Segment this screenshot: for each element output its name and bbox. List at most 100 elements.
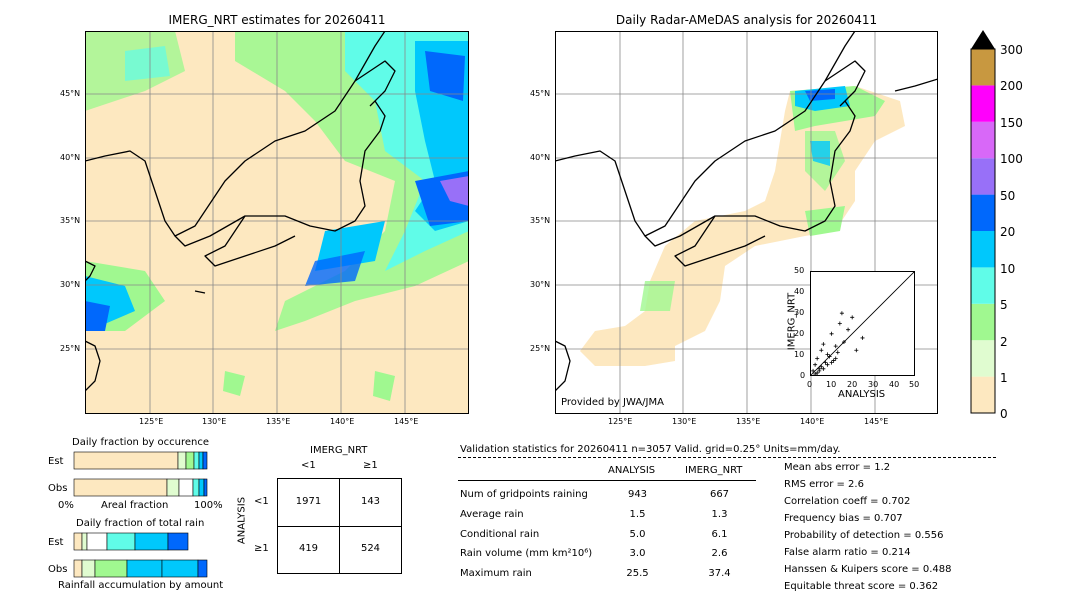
- scatter-point: [850, 315, 855, 320]
- scatter-point: [819, 348, 824, 353]
- identity-line: [811, 272, 914, 375]
- contingency-cell: 143: [360, 496, 381, 507]
- colorbar-segment: [971, 194, 995, 231]
- scatter-point: [829, 360, 834, 365]
- scatter-point: [821, 342, 826, 347]
- stats-row-imerg: 1.3: [711, 509, 728, 520]
- colorbar-label: 0: [1000, 407, 1008, 421]
- colorbar-segment: [971, 267, 995, 304]
- stats-table-divider: [458, 480, 756, 481]
- colorbar-label: 5: [1000, 298, 1008, 312]
- occurrence-bars: [73, 451, 208, 497]
- stats-row-label: Average rain: [460, 509, 524, 520]
- total-rain-bar-obs: [73, 559, 208, 578]
- left-map-title: IMERG_NRT estimates for 20260411: [168, 13, 386, 27]
- score-line: RMS error = 2.6: [784, 479, 864, 490]
- contingency-row-lt: <1: [254, 496, 269, 507]
- stats-row-imerg: 37.4: [708, 568, 731, 579]
- scatter-point: [819, 364, 824, 369]
- score-line: Frequency bias = 0.707: [784, 513, 903, 524]
- stats-row-label: Maximum rain: [460, 568, 532, 579]
- scatter-xtick: 0: [807, 380, 813, 389]
- colorbar-label: 10: [1000, 262, 1016, 276]
- scatter-point: [827, 354, 832, 359]
- scatter-xtick: 30: [868, 380, 879, 389]
- right-lat-label: 35°N: [530, 216, 551, 225]
- stats-row-imerg: 667: [709, 489, 730, 500]
- colorbar-label: 300: [1000, 43, 1023, 57]
- right-lat-label: 30°N: [530, 280, 551, 289]
- occurrence-row-est: Est: [48, 456, 64, 467]
- occurrence-x0: 0%: [58, 500, 74, 511]
- score-line: Hanssen & Kuipers score = 0.488: [784, 564, 952, 575]
- occurrence-bar-est: [73, 451, 208, 470]
- left-lat-label: 45°N: [60, 89, 81, 98]
- scatter-point: [825, 352, 830, 357]
- score-line: False alarm ratio = 0.214: [784, 547, 911, 558]
- contingency-cell: 524: [360, 543, 381, 554]
- scatter-xtick: 20: [847, 380, 858, 389]
- colorbar-label: 150: [1000, 116, 1023, 130]
- colorbar-label: 100: [1000, 152, 1023, 166]
- scatter-xtick: 50: [909, 380, 920, 389]
- scatter-point: [846, 327, 851, 332]
- scatter-point: [823, 360, 828, 365]
- colorbar-label: 200: [1000, 79, 1023, 93]
- left-lat-label: 35°N: [60, 216, 81, 225]
- scatter-point: [841, 340, 846, 345]
- colorbar-segment: [971, 158, 995, 195]
- left-lon-label: 145°E: [394, 417, 419, 426]
- occurrence-title: Daily fraction by occurence: [72, 437, 210, 448]
- stats-row-analysis: 3.0: [629, 548, 646, 559]
- score-line: Correlation coeff = 0.702: [784, 496, 911, 507]
- scatter-plot: [811, 272, 914, 375]
- left-lat-label: 30°N: [60, 280, 81, 289]
- stats-col-imerg: IMERG_NRT: [685, 465, 743, 476]
- left-lon-label: 135°E: [266, 417, 291, 426]
- stats-row-analysis: 943: [627, 489, 648, 500]
- right-lat-label: 45°N: [530, 89, 551, 98]
- scatter-ytick: 50: [794, 266, 805, 275]
- scatter-plot-frame: [810, 271, 915, 376]
- colorbar-label: 1: [1000, 371, 1008, 385]
- left-lon-label: 140°E: [330, 417, 355, 426]
- stats-header-divider: [458, 457, 996, 458]
- scatter-xlabel: ANALYSIS: [838, 389, 886, 400]
- stats-row-analysis: 25.5: [626, 568, 649, 579]
- scatter-point: [811, 368, 816, 373]
- contingency-table: 1971 143 419 524: [277, 478, 402, 574]
- colorbar-label: 2: [1000, 335, 1008, 349]
- scatter-point: [839, 311, 844, 316]
- colorbar-extend-triangle: [971, 30, 995, 49]
- right-lon-label: 125°E: [608, 417, 633, 426]
- scatter-point: [831, 358, 836, 363]
- contingency-cell: 1971: [295, 496, 322, 507]
- contingency-col-lt: <1: [301, 460, 316, 471]
- total-rain-row-est: Est: [48, 537, 64, 548]
- scatter-point: [829, 331, 834, 336]
- scatter-point: [825, 362, 830, 367]
- colorbar-segment: [971, 303, 995, 341]
- stats-row-imerg: 6.1: [711, 529, 728, 540]
- right-lon-label: 135°E: [736, 417, 761, 426]
- right-map-title: Daily Radar-AMeDAS analysis for 20260411: [615, 13, 878, 27]
- total-rain-title: Daily fraction of total rain: [76, 518, 205, 529]
- left-lat-label: 25°N: [60, 344, 81, 353]
- score-line: Probability of detection = 0.556: [784, 530, 944, 541]
- total-rain-xlabel: Rainfall accumulation by amount: [58, 580, 224, 591]
- scatter-xtick: 40: [889, 380, 900, 389]
- colorbar-segment: [971, 121, 995, 159]
- scatter-ytick: 10: [794, 350, 805, 359]
- scatter-point: [860, 335, 865, 340]
- scatter-ytick: 30: [794, 308, 805, 317]
- scatter-ylabel: IMERG_NRT: [786, 292, 798, 351]
- scatter-point: [837, 321, 842, 326]
- contingency-cell: 419: [298, 543, 319, 554]
- scatter-point: [835, 350, 840, 355]
- stats-row-imerg: 2.6: [711, 548, 728, 559]
- occurrence-bar-obs: [73, 478, 208, 497]
- total-rain-bars: [73, 532, 208, 578]
- colorbar: [970, 30, 996, 414]
- scatter-point: [815, 356, 820, 361]
- stats-row-analysis: 5.0: [629, 529, 646, 540]
